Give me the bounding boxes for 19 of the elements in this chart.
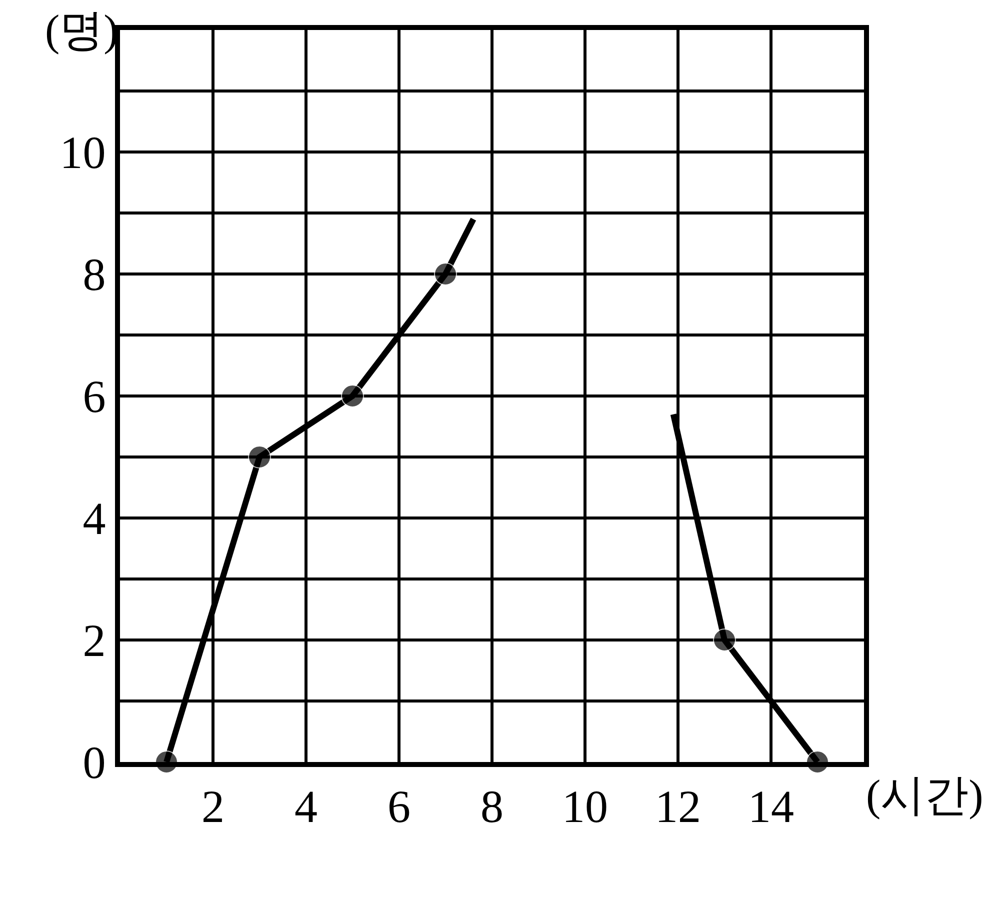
x-tick-label: 6 xyxy=(388,781,410,832)
x-tick-label: 8 xyxy=(480,781,504,832)
x-tick-label: 2 xyxy=(202,781,224,832)
point xyxy=(713,628,736,652)
y-tick-label: 6 xyxy=(82,371,106,422)
y-axis-title: (명) xyxy=(45,6,118,55)
point xyxy=(341,384,364,408)
y-tick-label: 8 xyxy=(82,249,106,300)
x-tick-label: 10 xyxy=(562,781,608,832)
y-tick-label: 4 xyxy=(82,493,106,544)
y-tick-label: 10 xyxy=(60,127,106,178)
x-tick-label: 12 xyxy=(655,781,701,832)
y-tick-label: 0 xyxy=(82,737,106,788)
x-axis-title: (시간) xyxy=(866,771,984,820)
x-tick-label: 14 xyxy=(748,781,794,832)
y-tick-label: 2 xyxy=(82,615,106,666)
x-tick-label: 4 xyxy=(294,781,318,832)
point xyxy=(434,262,457,286)
point xyxy=(248,446,271,468)
